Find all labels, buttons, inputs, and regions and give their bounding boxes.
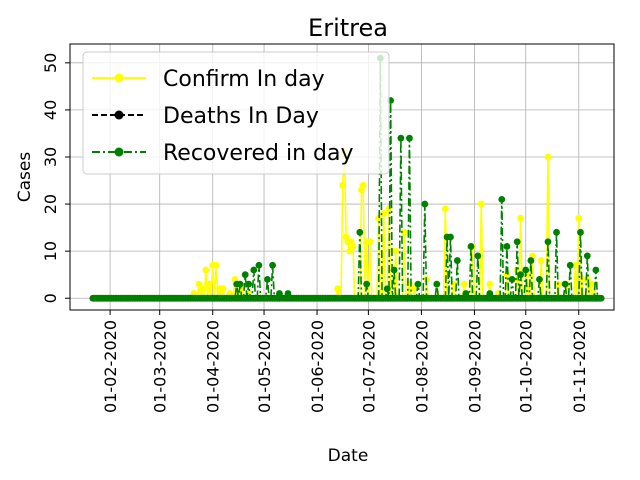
legend-label: Recovered in day: [163, 141, 354, 166]
data-point: [544, 238, 552, 246]
data-point: [236, 280, 244, 288]
data-point: [414, 280, 422, 288]
data-point: [269, 261, 276, 269]
y-tick-label: 0: [41, 293, 60, 303]
y-axis-label: Cases: [15, 152, 35, 203]
legend-marker: [114, 110, 124, 120]
x-tick-label: 01-02-2020: [101, 320, 120, 413]
data-point: [199, 285, 206, 293]
data-point: [356, 228, 364, 236]
x-tick-label: 01-10-2020: [517, 320, 536, 413]
series-recovered-in-day: [89, 54, 605, 302]
x-tick-label: 01-08-2020: [412, 320, 431, 413]
y-tick-label: 20: [41, 194, 60, 214]
plot-area: [89, 54, 605, 302]
data-point: [219, 285, 227, 293]
data-point: [363, 280, 371, 288]
data-point: [349, 243, 357, 250]
data-point: [339, 181, 347, 189]
x-tick-label: 01-11-2020: [570, 320, 589, 413]
data-point: [390, 266, 398, 274]
data-point: [433, 280, 441, 288]
data-point: [212, 261, 220, 269]
legend-box: [82, 51, 390, 175]
legend: Confirm In day Deaths In Day Recovered in …: [82, 51, 390, 175]
x-axis-ticks: 01-02-2020 01-03-2020 01-04-2020 01-05-2020…: [101, 310, 589, 413]
data-point: [536, 275, 543, 283]
data-point: [441, 205, 449, 213]
x-tick-label: 01-07-2020: [359, 320, 378, 413]
data-point: [544, 153, 552, 161]
data-point: [383, 285, 391, 293]
x-tick-label: 01-06-2020: [308, 320, 327, 413]
y-tick-label: 30: [41, 147, 60, 167]
data-point: [592, 266, 600, 274]
data-point: [255, 261, 263, 269]
data-point: [453, 257, 461, 264]
data-point: [366, 238, 374, 246]
y-tick-label: 10: [41, 241, 60, 261]
data-point: [264, 275, 271, 283]
data-point: [334, 285, 341, 293]
chart-title: Eritrea: [308, 14, 388, 42]
data-point: [359, 181, 367, 189]
data-point: [503, 271, 511, 279]
y-tick-label: 50: [41, 53, 60, 73]
data-point: [566, 261, 574, 269]
data-point: [245, 280, 253, 288]
data-point: [250, 266, 258, 274]
data-point: [397, 134, 405, 142]
x-tick-label: 01-03-2020: [151, 320, 170, 413]
legend-label: Confirm In day: [163, 67, 325, 92]
data-point: [583, 252, 591, 260]
data-point: [202, 266, 210, 274]
data-point: [346, 247, 353, 255]
data-point: [553, 228, 560, 236]
data-point: [195, 280, 203, 288]
data-point: [467, 243, 475, 250]
data-point: [474, 252, 482, 260]
axes-frame: [69, 43, 615, 311]
x-tick-label: 01-09-2020: [465, 320, 484, 413]
data-point: [241, 271, 249, 279]
data-point: [400, 228, 408, 236]
data-point: [577, 228, 584, 236]
data-point: [421, 200, 429, 208]
legend-marker: [114, 147, 124, 157]
data-point: [513, 238, 521, 246]
data-point: [406, 134, 413, 142]
legend-marker: [114, 73, 124, 83]
data-point: [508, 275, 516, 283]
data-point: [517, 271, 525, 279]
x-tick-label: 01-05-2020: [255, 320, 274, 413]
legend-label: Deaths In Day: [163, 104, 319, 129]
data-point: [517, 214, 525, 222]
data-point: [447, 233, 454, 241]
data-point: [597, 294, 605, 302]
data-point: [411, 285, 418, 293]
data-point: [375, 214, 383, 222]
data-point: [486, 280, 494, 288]
data-point: [380, 210, 388, 217]
data-point: [392, 247, 400, 255]
data-point: [477, 200, 485, 208]
x-axis-label: Date: [328, 446, 369, 466]
data-point: [498, 195, 506, 203]
x-tick-label: 01-04-2020: [204, 320, 223, 413]
data-point: [522, 266, 530, 274]
data-point: [460, 280, 468, 288]
data-point: [527, 257, 535, 264]
y-axis-ticks: 0 10 20 30 40 50: [41, 53, 70, 303]
y-tick-label: 40: [41, 100, 60, 120]
data-point: [571, 261, 579, 269]
data-point: [205, 280, 213, 288]
data-point: [561, 280, 569, 288]
data-point: [503, 243, 511, 250]
data-point: [537, 257, 545, 264]
data-point: [575, 214, 583, 222]
